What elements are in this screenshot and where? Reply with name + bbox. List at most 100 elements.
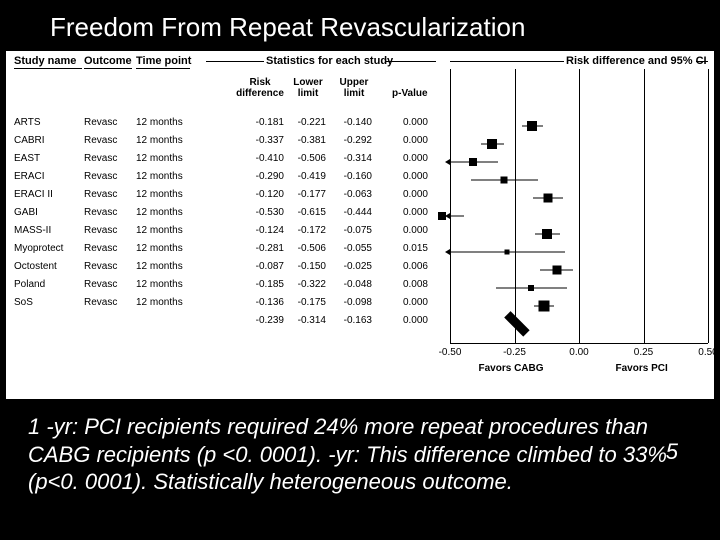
- favors-left-label: Favors CABG: [479, 363, 544, 374]
- x-axis: [450, 343, 708, 344]
- underline: [696, 61, 708, 62]
- forest-plot: -0.50-0.250.000.250.50Favors CABGFavors …: [450, 69, 708, 369]
- cell-study: ERACI: [14, 171, 45, 182]
- cell-up: -0.163: [336, 315, 372, 326]
- cell-p: 0.000: [392, 315, 428, 326]
- point-marker: [527, 121, 537, 131]
- cell-outcome: Revasc: [84, 225, 117, 236]
- cell-p: 0.000: [392, 225, 428, 236]
- cell-outcome: Revasc: [84, 135, 117, 146]
- point-marker: [438, 212, 446, 220]
- cell-outcome: Revasc: [84, 153, 117, 164]
- bottom-wrap: 1 -yr: PCI recipients required 24% more …: [0, 399, 720, 496]
- sub-lo-1: Lower: [293, 77, 322, 88]
- cell-up: -0.055: [336, 243, 372, 254]
- sub-riskdiff-1: Risk: [249, 77, 270, 88]
- tick-label: 0.00: [569, 347, 588, 358]
- ci-line: [450, 216, 464, 217]
- cell-rd: -0.290: [236, 171, 284, 182]
- cell-rd: -0.181: [236, 117, 284, 128]
- point-marker: [528, 285, 534, 291]
- page-number: 5: [666, 439, 678, 465]
- gridline: [644, 69, 645, 343]
- cell-lo: -0.314: [290, 315, 326, 326]
- cell-outcome: Revasc: [84, 243, 117, 254]
- cell-study: ERACI II: [14, 189, 53, 200]
- point-marker: [552, 266, 561, 275]
- tick-label: 0.50: [698, 347, 717, 358]
- sub-pval: p-Value: [392, 88, 428, 99]
- cell-rd: -0.136: [236, 297, 284, 308]
- cell-lo: -0.506: [290, 153, 326, 164]
- cell-p: 0.000: [392, 189, 428, 200]
- cell-study: Myoprotect: [14, 243, 63, 254]
- underline: [14, 68, 82, 69]
- point-marker: [544, 194, 553, 203]
- cell-study: GABI: [14, 207, 38, 218]
- cell-study: SoS: [14, 297, 33, 308]
- gridline: [515, 69, 516, 343]
- sub-upper: Upper limit: [336, 77, 372, 99]
- cell-timepoint: 12 months: [136, 189, 183, 200]
- cell-outcome: Revasc: [84, 207, 117, 218]
- gridline: [708, 69, 709, 343]
- cell-timepoint: 12 months: [136, 243, 183, 254]
- slide-title: Freedom From Repeat Revascularization: [0, 0, 720, 51]
- cell-lo: -0.221: [290, 117, 326, 128]
- cell-timepoint: 12 months: [136, 297, 183, 308]
- cell-lo: -0.322: [290, 279, 326, 290]
- cell-rd: -0.530: [236, 207, 284, 218]
- cell-outcome: Revasc: [84, 261, 117, 272]
- cell-up: -0.444: [336, 207, 372, 218]
- cell-timepoint: 12 months: [136, 225, 183, 236]
- underline: [386, 61, 436, 62]
- cell-rd: -0.410: [236, 153, 284, 164]
- cell-study: EAST: [14, 153, 40, 164]
- cell-p: 0.006: [392, 261, 428, 272]
- point-marker: [501, 177, 508, 184]
- cell-rd: -0.281: [236, 243, 284, 254]
- summary-text: 1 -yr: PCI recipients required 24% more …: [0, 399, 720, 496]
- cell-up: -0.140: [336, 117, 372, 128]
- cell-timepoint: 12 months: [136, 171, 183, 182]
- cell-rd: -0.239: [236, 315, 284, 326]
- cell-p: 0.000: [392, 207, 428, 218]
- cell-p: 0.000: [392, 117, 428, 128]
- cell-lo: -0.381: [290, 135, 326, 146]
- cell-outcome: Revasc: [84, 171, 117, 182]
- cell-lo: -0.175: [290, 297, 326, 308]
- cell-study: ARTS: [14, 117, 41, 128]
- cell-lo: -0.150: [290, 261, 326, 272]
- cell-rd: -0.124: [236, 225, 284, 236]
- sub-lo-2: limit: [298, 88, 319, 99]
- summary-diamond: [505, 311, 531, 337]
- cell-outcome: Revasc: [84, 117, 117, 128]
- cell-timepoint: 12 months: [136, 117, 183, 128]
- point-marker: [538, 301, 549, 312]
- cell-up: -0.098: [336, 297, 372, 308]
- hdr-timepoint: Time point: [136, 55, 191, 67]
- gridline: [579, 69, 580, 343]
- gridline: [450, 69, 451, 343]
- point-marker: [504, 250, 509, 255]
- tick-label: -0.25: [503, 347, 526, 358]
- sub-riskdiff-2: difference: [236, 88, 284, 99]
- underline: [84, 68, 132, 69]
- cell-study: CABRI: [14, 135, 45, 146]
- cell-up: -0.025: [336, 261, 372, 272]
- cell-up: -0.048: [336, 279, 372, 290]
- cell-outcome: Revasc: [84, 297, 117, 308]
- favors-right-label: Favors PCI: [616, 363, 668, 374]
- underline: [206, 61, 264, 62]
- cell-rd: -0.120: [236, 189, 284, 200]
- cell-lo: -0.172: [290, 225, 326, 236]
- cell-timepoint: 12 months: [136, 279, 183, 290]
- cell-study: Octostent: [14, 261, 57, 272]
- arrow-left-icon: [445, 159, 450, 165]
- cell-p: 0.000: [392, 297, 428, 308]
- cell-rd: -0.185: [236, 279, 284, 290]
- hdr-riskci: Risk difference and 95% CI: [566, 55, 707, 67]
- cell-lo: -0.506: [290, 243, 326, 254]
- hdr-outcome: Outcome: [84, 55, 132, 67]
- cell-lo: -0.615: [290, 207, 326, 218]
